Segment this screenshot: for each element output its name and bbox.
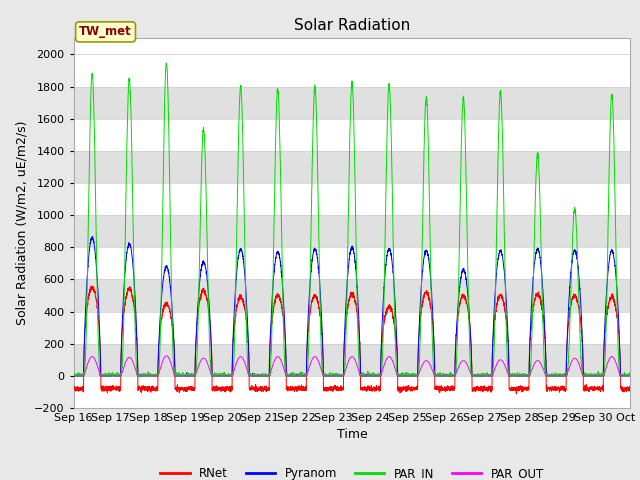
Title: Solar Radiation: Solar Radiation [294, 18, 410, 33]
Bar [74, 376, 630, 408]
RNet [332, 386, 339, 392]
PAR_IN [70, 372, 77, 378]
Line: PAR_OUT: PAR_OUT [74, 356, 630, 376]
RNet [170, 337, 178, 343]
Bar [74, 151, 630, 183]
PAR_IN [626, 373, 634, 379]
Pyranom [509, 373, 516, 379]
Bar [74, 247, 630, 279]
PAR_OUT [627, 373, 634, 379]
PAR_OUT [626, 373, 634, 379]
Pyranom [627, 373, 634, 379]
Bar [74, 119, 630, 151]
Pyranom [70, 373, 77, 379]
RNet [627, 386, 634, 392]
Pyranom [332, 373, 339, 379]
RNet [626, 385, 634, 391]
Bar [74, 312, 630, 344]
RNet [88, 283, 95, 289]
PAR_IN [332, 373, 339, 379]
RNet [513, 391, 520, 396]
X-axis label: Time: Time [337, 429, 367, 442]
PAR_OUT [477, 373, 484, 379]
PAR_OUT [163, 353, 170, 359]
Y-axis label: Solar Radiation (W/m2, uE/m2/s): Solar Radiation (W/m2, uE/m2/s) [15, 121, 29, 325]
PAR_OUT [332, 373, 339, 379]
PAR_OUT [509, 373, 516, 379]
Pyranom [626, 373, 634, 379]
Pyranom [70, 373, 77, 379]
Bar [74, 54, 630, 86]
RNet [70, 385, 77, 391]
Pyranom [88, 234, 96, 240]
PAR_IN [509, 373, 516, 379]
PAR_IN [70, 373, 77, 379]
Pyranom [446, 372, 454, 378]
RNet [509, 387, 516, 393]
PAR_IN [446, 373, 454, 379]
Line: Pyranom: Pyranom [74, 237, 630, 376]
RNet [477, 385, 484, 391]
Bar [74, 344, 630, 376]
PAR_OUT [446, 373, 454, 379]
Text: TW_met: TW_met [79, 25, 132, 38]
Bar [74, 86, 630, 119]
Bar [74, 215, 630, 247]
PAR_OUT [170, 370, 178, 375]
Legend: RNet, Pyranom, PAR_IN, PAR_OUT: RNet, Pyranom, PAR_IN, PAR_OUT [156, 462, 548, 480]
PAR_IN [163, 60, 170, 66]
Pyranom [477, 373, 485, 379]
PAR_IN [627, 373, 634, 379]
Line: RNet: RNet [74, 286, 630, 394]
PAR_IN [477, 372, 485, 377]
Pyranom [170, 337, 178, 343]
Bar [74, 183, 630, 215]
PAR_OUT [70, 373, 77, 379]
RNet [446, 387, 454, 393]
PAR_IN [170, 364, 178, 370]
Bar [74, 279, 630, 312]
Line: PAR_IN: PAR_IN [74, 63, 630, 376]
